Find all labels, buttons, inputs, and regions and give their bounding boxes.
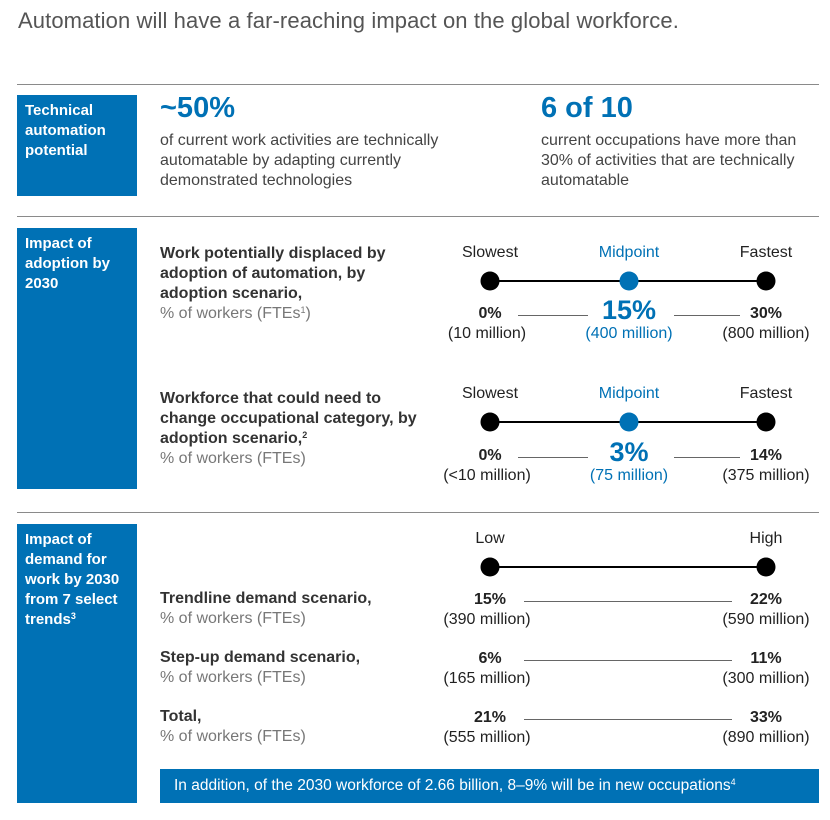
page-title: Automation will have a far-reaching impa… <box>18 8 679 33</box>
section-label-technical: Technical automation potential <box>17 95 137 196</box>
section-divider <box>17 216 819 217</box>
connector-line <box>518 315 588 316</box>
value-high-pct: 11% <box>750 650 782 667</box>
connector-line <box>524 601 732 602</box>
stat-text-automatable: of current work activities are technical… <box>160 132 439 189</box>
value-low-pct: 6% <box>478 650 502 667</box>
section-divider <box>17 512 819 513</box>
connector-line <box>518 457 588 458</box>
value-low-abs: (165 million) <box>443 670 531 687</box>
value-high-pct: 33% <box>749 709 783 726</box>
connector-line <box>674 457 740 458</box>
connector-line <box>524 719 732 720</box>
row-subtitle-displaced: % of workers (FTEs1) <box>160 305 311 322</box>
value-low-abs: (555 million) <box>443 729 531 746</box>
section-label-adoption: Impact of adoption by 2030 <box>17 228 137 489</box>
stat-value-automatable: ~50% <box>160 92 235 124</box>
row-header-total: Total, <box>160 708 202 725</box>
scale-label-low: Low <box>475 530 505 547</box>
scale-dot-low <box>480 557 500 577</box>
scale-dot-high <box>756 557 776 577</box>
value-midpoint-abs: (400 million) <box>585 325 673 342</box>
value-high-pct: 22% <box>749 591 783 608</box>
scale-label-high: High <box>749 530 783 547</box>
row-subtitle-step-up: % of workers (FTEs) <box>160 669 306 686</box>
value-midpoint-pct: 15% <box>601 295 657 325</box>
row-subtitle-change-occupation: % of workers (FTEs) <box>160 450 306 467</box>
scale-dot-slowest <box>480 412 500 432</box>
new-occupations-banner: In addition, of the 2030 workforce of 2.… <box>160 769 819 803</box>
scale-dot-midpoint <box>619 412 639 432</box>
row-header-step-up: Step-up demand scenario, <box>160 649 361 666</box>
row-header-change-occupation: Workforce that could need to change occu… <box>160 390 417 447</box>
side-label-text: Impact of demand for work by 2030 from 7… <box>25 531 120 628</box>
row-header-displaced: Work potentially displaced by adoption o… <box>160 245 386 302</box>
value-midpoint-pct: 3% <box>609 437 649 467</box>
scale-line <box>490 566 766 568</box>
scale-label-slowest: Slowest <box>461 244 519 261</box>
stat-value-occupations: 6 of 10 <box>541 92 633 124</box>
scale-dot-fastest <box>756 271 776 291</box>
row-subtitle-trendline: % of workers (FTEs) <box>160 610 306 627</box>
side-label-text: Technical automation potential <box>25 102 106 159</box>
stat-text-occupations: current occupations have more than 30% o… <box>541 132 797 189</box>
value-slowest-abs: (10 million) <box>447 325 527 342</box>
scale-dot-fastest <box>756 412 776 432</box>
value-midpoint-abs: (75 million) <box>589 467 669 484</box>
value-fastest-abs: (800 million) <box>722 325 810 342</box>
value-fastest-pct: 30% <box>749 305 783 322</box>
scale-label-fastest: Fastest <box>739 385 793 402</box>
row-header-trendline: Trendline demand scenario, <box>160 590 372 607</box>
value-high-abs: (590 million) <box>722 611 810 628</box>
value-high-abs: (300 million) <box>722 670 810 687</box>
value-low-pct: 15% <box>473 591 507 608</box>
connector-line <box>674 315 740 316</box>
scale-label-midpoint: Midpoint <box>598 244 660 261</box>
row-subtitle-total: % of workers (FTEs) <box>160 728 306 745</box>
section-divider <box>17 84 819 85</box>
value-low-pct: 21% <box>473 709 507 726</box>
value-low-abs: (390 million) <box>443 611 531 628</box>
scale-label-fastest: Fastest <box>739 244 793 261</box>
scale-dot-slowest <box>480 271 500 291</box>
connector-line <box>524 660 732 661</box>
section-label-demand: Impact of demand for work by 2030 from 7… <box>17 524 137 803</box>
value-fastest-pct: 14% <box>749 447 783 464</box>
value-high-abs: (890 million) <box>722 729 810 746</box>
side-label-text: Impact of adoption by 2030 <box>25 235 110 292</box>
scale-dot-midpoint <box>619 271 639 291</box>
value-slowest-abs: (<10 million) <box>443 467 531 484</box>
value-fastest-abs: (375 million) <box>722 467 810 484</box>
value-slowest-pct: 0% <box>478 305 502 322</box>
scale-label-slowest: Slowest <box>461 385 519 402</box>
value-slowest-pct: 0% <box>478 447 502 464</box>
scale-label-midpoint: Midpoint <box>598 385 660 402</box>
